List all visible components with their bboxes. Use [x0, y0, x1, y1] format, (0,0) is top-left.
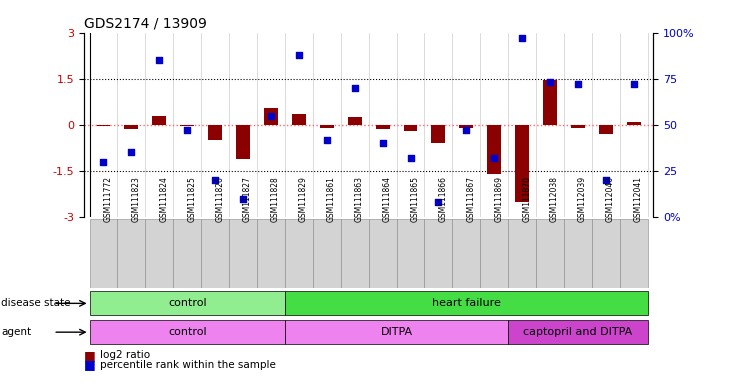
- Bar: [620, 219, 648, 288]
- Bar: [564, 219, 592, 288]
- Bar: [459, 125, 473, 128]
- Bar: [515, 125, 529, 202]
- Bar: [376, 125, 390, 129]
- Point: [126, 149, 137, 156]
- Bar: [153, 116, 166, 125]
- Text: GSM111863: GSM111863: [355, 176, 364, 222]
- Text: heart failure: heart failure: [432, 298, 501, 308]
- Bar: [431, 125, 445, 143]
- Text: GSM112038: GSM112038: [550, 176, 559, 222]
- Point: [600, 177, 612, 183]
- Text: GSM111866: GSM111866: [439, 176, 447, 222]
- Point: [153, 57, 165, 63]
- Text: GSM112041: GSM112041: [634, 176, 643, 222]
- Bar: [173, 219, 201, 288]
- Text: log2 ratio: log2 ratio: [100, 350, 150, 360]
- Bar: [124, 125, 139, 129]
- Bar: [424, 219, 453, 288]
- Text: control: control: [168, 298, 207, 308]
- Bar: [90, 219, 118, 288]
- Text: GSM111825: GSM111825: [187, 177, 196, 222]
- Bar: [627, 122, 641, 125]
- Point: [98, 159, 110, 165]
- Text: GSM111826: GSM111826: [215, 177, 224, 222]
- Bar: [320, 125, 334, 128]
- Text: ■: ■: [84, 349, 96, 362]
- Point: [572, 81, 584, 87]
- Text: GSM111824: GSM111824: [159, 177, 169, 222]
- Text: GSM111867: GSM111867: [466, 176, 475, 222]
- Point: [210, 177, 221, 183]
- Bar: [536, 219, 564, 288]
- Text: GSM111827: GSM111827: [243, 177, 252, 222]
- Text: percentile rank within the sample: percentile rank within the sample: [100, 360, 276, 370]
- Text: GSM111823: GSM111823: [131, 177, 140, 222]
- Bar: [347, 117, 361, 125]
- Point: [461, 127, 472, 133]
- Point: [628, 81, 639, 87]
- Bar: [90, 320, 285, 344]
- Text: ■: ■: [84, 358, 96, 371]
- Point: [321, 136, 333, 142]
- Text: GDS2174 / 13909: GDS2174 / 13909: [84, 16, 207, 30]
- Bar: [313, 219, 341, 288]
- Bar: [145, 219, 173, 288]
- Point: [181, 127, 193, 133]
- Bar: [592, 219, 620, 288]
- Point: [377, 140, 388, 146]
- Text: GSM111870: GSM111870: [522, 176, 531, 222]
- Point: [433, 199, 445, 205]
- Bar: [508, 219, 536, 288]
- Bar: [480, 219, 508, 288]
- Bar: [201, 219, 229, 288]
- Bar: [96, 125, 110, 126]
- Bar: [396, 219, 424, 288]
- Bar: [118, 219, 145, 288]
- Text: GSM111864: GSM111864: [383, 176, 391, 222]
- Text: GSM111828: GSM111828: [271, 177, 280, 222]
- Text: GSM111869: GSM111869: [494, 176, 503, 222]
- Bar: [292, 114, 306, 125]
- Point: [237, 195, 249, 202]
- Bar: [229, 219, 257, 288]
- Text: DITPA: DITPA: [380, 327, 412, 337]
- Bar: [404, 125, 418, 131]
- Bar: [543, 80, 557, 125]
- Bar: [571, 125, 585, 128]
- Point: [349, 85, 361, 91]
- Bar: [285, 320, 508, 344]
- Bar: [264, 108, 278, 125]
- Text: GSM111861: GSM111861: [327, 177, 336, 222]
- Point: [293, 52, 304, 58]
- Bar: [180, 125, 194, 126]
- Bar: [285, 219, 313, 288]
- Point: [265, 113, 277, 119]
- Point: [516, 35, 528, 41]
- Bar: [508, 320, 648, 344]
- Point: [488, 155, 500, 161]
- Text: GSM112039: GSM112039: [578, 176, 587, 222]
- Bar: [369, 219, 396, 288]
- Bar: [208, 125, 222, 140]
- Point: [404, 155, 416, 161]
- Bar: [488, 125, 502, 174]
- Text: control: control: [168, 327, 207, 337]
- Bar: [236, 125, 250, 159]
- Bar: [453, 219, 480, 288]
- Bar: [90, 291, 285, 316]
- Text: captopril and DITPA: captopril and DITPA: [523, 327, 633, 337]
- Text: disease state: disease state: [1, 298, 71, 308]
- Text: GSM111772: GSM111772: [104, 176, 112, 222]
- Bar: [257, 219, 285, 288]
- Bar: [285, 291, 648, 316]
- Text: GSM112040: GSM112040: [606, 176, 615, 222]
- Text: GSM111829: GSM111829: [299, 177, 308, 222]
- Point: [545, 79, 556, 86]
- Bar: [341, 219, 369, 288]
- Bar: [599, 125, 613, 134]
- Text: agent: agent: [1, 327, 31, 337]
- Text: GSM111865: GSM111865: [410, 176, 420, 222]
